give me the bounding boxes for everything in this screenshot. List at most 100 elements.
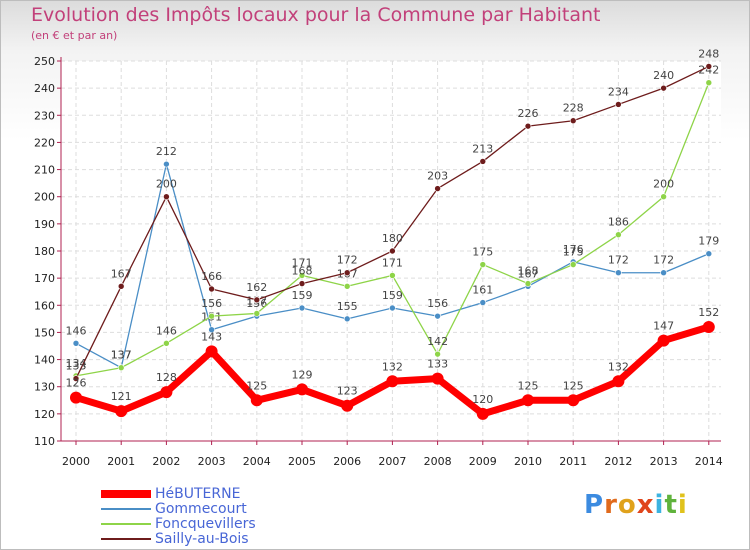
data-point xyxy=(208,312,215,320)
data-point xyxy=(567,394,580,407)
data-point xyxy=(479,299,487,306)
data-point xyxy=(208,326,215,334)
data-point xyxy=(296,383,308,396)
x-tick-label: 2013 xyxy=(650,455,678,468)
y-tick-label: 250 xyxy=(34,55,55,68)
data-point xyxy=(389,247,396,255)
data-label: 240 xyxy=(653,69,674,82)
data-label: 186 xyxy=(608,216,629,229)
data-point xyxy=(434,350,441,358)
data-label: 137 xyxy=(111,349,132,362)
data-point xyxy=(569,261,577,268)
data-label: 171 xyxy=(382,256,403,269)
data-label: 128 xyxy=(156,371,177,384)
data-point xyxy=(253,310,261,317)
data-label: 175 xyxy=(472,246,493,259)
data-label: 156 xyxy=(246,297,267,310)
data-point xyxy=(615,269,622,277)
x-tick-label: 2001 xyxy=(107,455,135,468)
y-tick-label: 160 xyxy=(34,299,55,312)
data-point xyxy=(250,394,263,407)
data-label: 159 xyxy=(382,289,403,302)
data-point xyxy=(117,364,125,372)
data-point xyxy=(205,345,218,358)
data-label: 200 xyxy=(156,178,177,191)
data-point xyxy=(386,375,399,388)
data-point xyxy=(434,312,441,320)
data-label: 156 xyxy=(427,297,448,310)
y-tick-label: 180 xyxy=(34,245,55,258)
y-tick-label: 190 xyxy=(34,218,55,231)
data-label: 161 xyxy=(472,284,493,297)
data-label: 171 xyxy=(292,256,313,269)
data-label: 132 xyxy=(608,360,629,373)
data-point xyxy=(389,272,396,279)
data-label: 156 xyxy=(201,297,222,310)
data-point xyxy=(298,280,306,287)
data-point xyxy=(615,101,622,108)
data-point xyxy=(115,405,128,418)
data-label: 162 xyxy=(246,281,267,294)
data-point xyxy=(522,394,534,407)
data-point xyxy=(524,122,532,130)
data-label: 125 xyxy=(518,379,539,392)
data-point xyxy=(72,375,80,382)
x-tick-label: 2006 xyxy=(333,455,361,468)
data-label: 120 xyxy=(472,393,493,406)
legend-label: Foncquevillers xyxy=(155,516,256,532)
x-tick-label: 2007 xyxy=(378,455,406,468)
data-point xyxy=(434,185,441,192)
brand-letter: P xyxy=(584,490,605,520)
data-point xyxy=(253,296,261,304)
brand-letter: o xyxy=(617,490,637,520)
data-label: 142 xyxy=(427,335,448,348)
data-point xyxy=(163,160,170,168)
data-label: 123 xyxy=(337,385,358,398)
data-label: 137 xyxy=(111,349,132,362)
data-point xyxy=(479,158,487,165)
legend-swatch xyxy=(101,490,151,498)
data-label: 166 xyxy=(201,270,222,283)
y-tick-label: 130 xyxy=(34,381,55,394)
data-point xyxy=(705,63,713,70)
data-label: 152 xyxy=(698,306,719,319)
data-label: 167 xyxy=(111,267,132,280)
data-label: 146 xyxy=(66,324,87,337)
data-point xyxy=(705,79,713,87)
chart-title: Evolution des Impôts locaux pour la Comm… xyxy=(31,4,601,26)
data-point xyxy=(72,339,80,347)
y-tick-label: 230 xyxy=(34,109,55,122)
brand-letter: i xyxy=(677,490,688,520)
data-label: 234 xyxy=(608,85,629,98)
data-point xyxy=(657,334,670,347)
data-label: 168 xyxy=(292,265,313,278)
data-point xyxy=(612,375,625,388)
data-label: 179 xyxy=(698,235,719,248)
legend-label: Gommecourt xyxy=(155,501,247,517)
legend-swatch xyxy=(101,508,151,510)
data-point xyxy=(341,399,354,412)
data-point xyxy=(479,261,487,268)
data-label: 226 xyxy=(518,107,539,120)
data-label: 200 xyxy=(653,178,674,191)
brand-letter: r xyxy=(604,490,618,520)
y-tick-label: 220 xyxy=(34,136,55,149)
data-point xyxy=(389,304,396,312)
data-label: 172 xyxy=(653,254,674,267)
legend-label: HéBUTERNE xyxy=(155,486,241,502)
data-point xyxy=(70,391,82,404)
data-point xyxy=(343,282,351,290)
brand-logo: Proxiti xyxy=(584,490,688,520)
data-point xyxy=(524,280,532,287)
data-point xyxy=(343,315,351,323)
x-tick-label: 2008 xyxy=(424,455,452,468)
data-label: 133 xyxy=(427,358,448,371)
data-label: 248 xyxy=(698,47,719,60)
data-point xyxy=(660,193,667,201)
data-label: 167 xyxy=(518,267,539,280)
data-label: 159 xyxy=(292,289,313,302)
data-label: 132 xyxy=(382,360,403,373)
data-point xyxy=(163,339,170,347)
x-tick-label: 2011 xyxy=(559,455,587,468)
